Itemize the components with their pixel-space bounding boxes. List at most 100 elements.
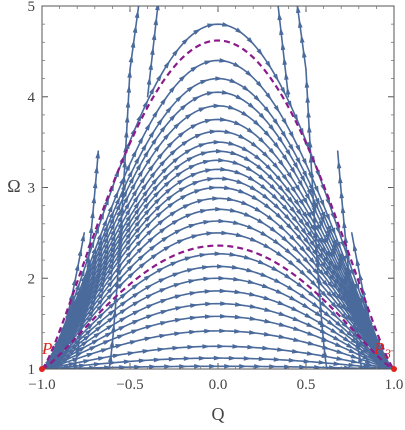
stream-arrow [191,234,200,240]
stream-arrow [127,69,132,78]
stream-arrow [256,48,264,57]
stream-arrow [298,19,303,28]
stream-arrow [189,315,198,321]
stream-arrow [351,309,357,318]
stream-arrow [342,220,347,229]
stream-arrow [356,317,363,326]
stream-arrow [368,316,373,325]
stream-arrow [205,168,214,173]
stream-arrow [291,306,300,312]
stream-arrow [218,218,227,224]
stream-arrow [309,224,316,233]
stream-arrow [156,267,165,274]
stream-arrow [136,113,142,122]
stream-arrow [78,363,88,369]
stream-arrow [198,143,207,148]
stream-arrow [258,174,266,181]
stream-arrow [203,276,212,282]
stream-arrow [114,196,121,205]
stream-arrow [219,117,228,122]
stream-arrow [149,364,158,369]
stream-arrow [144,336,153,342]
stream-arrow [311,301,320,309]
stream-arrow [144,122,151,131]
stream-arrow [129,340,139,345]
stream-arrow [292,162,299,171]
stream-arrow [330,227,336,236]
stream-arrow [215,148,225,154]
stream-arrow [126,263,135,272]
stream-arrow [289,166,297,176]
stream-arrow [146,314,155,320]
stream-arrow [110,227,116,236]
stream-arrow [326,225,332,234]
streamline-path [42,168,394,369]
stream-arrow [106,279,114,288]
stream-arrow [121,174,127,183]
stream-arrow [269,184,277,192]
stream-arrow [302,256,310,265]
stream-arrow [200,151,210,157]
stream-arrow [323,237,330,246]
stream-arrow [94,225,100,234]
stream-arrow [94,165,99,174]
stream-arrow [177,178,186,185]
stream-arrow [338,175,343,184]
stream-arrow [375,339,381,348]
streamline [42,275,394,369]
stream-arrow [364,333,371,342]
stream-arrow [156,151,164,160]
stream-arrow [145,156,152,165]
stream-arrow [97,297,105,305]
stream-arrow [222,176,231,181]
stream-arrow [272,238,281,246]
streamline [42,196,394,369]
stream-arrow [296,281,305,289]
stream-arrow [190,123,199,130]
stream-arrow [123,194,129,204]
stream-arrow [287,196,294,205]
stream-arrow [269,364,278,369]
stream-arrow [363,329,370,338]
stream-arrow [247,344,256,350]
streamline [146,6,160,98]
streamline-path [42,315,394,369]
stream-arrow [267,174,275,182]
stream-arrow [232,344,241,349]
stream-arrow [355,320,363,329]
stream-arrow [93,362,102,367]
stream-arrow [192,180,201,186]
stream-arrow [284,273,293,280]
stream-arrow [335,302,343,311]
stream-arrow [307,340,316,346]
stream-arrow [246,37,254,45]
stream-arrow [199,209,209,214]
stream-arrow [299,293,308,300]
stream-arrow [115,264,121,273]
stream-arrow [295,157,302,166]
stream-arrow [131,283,140,290]
stream-arrow [285,149,292,158]
stream-arrow [250,141,259,149]
stream-arrow [316,223,323,233]
stream-arrow [307,124,312,133]
stream-arrow [111,324,116,333]
stream-arrow [332,335,342,342]
stream-arrow [194,364,203,369]
stream-arrow [361,287,367,296]
stream-arrow [152,183,160,192]
stream-arrow [272,118,279,127]
stream-arrow [104,331,113,338]
stream-arrow [204,328,213,334]
stream-arrow [108,261,115,270]
stream-arrow [152,109,159,118]
stream-arrow [109,215,115,225]
stream-arrow [178,74,187,82]
stream-arrow [325,265,332,274]
stream-arrow [330,247,337,256]
stream-arrow [75,344,80,353]
stream-arrow [90,210,95,219]
stream-arrow [331,291,338,300]
stream-arrow [296,6,301,14]
separatrices [42,39,394,369]
